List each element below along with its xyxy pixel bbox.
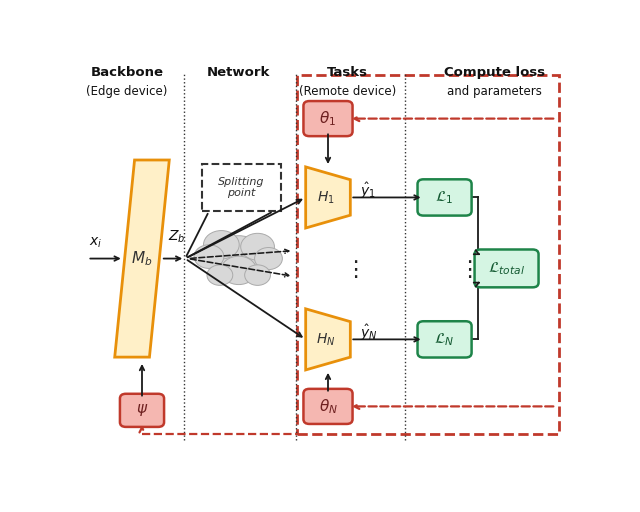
Text: $\hat{y}_1$: $\hat{y}_1$ [360,181,376,201]
Text: $\theta_N$: $\theta_N$ [319,397,337,416]
Polygon shape [115,160,169,357]
Circle shape [244,265,271,285]
Text: $\mathcal{L}_1$: $\mathcal{L}_1$ [435,189,454,206]
FancyBboxPatch shape [475,249,538,287]
FancyBboxPatch shape [417,321,472,357]
Text: $\theta_1$: $\theta_1$ [319,109,337,128]
FancyBboxPatch shape [417,179,472,216]
Text: Splitting
point: Splitting point [218,177,264,198]
Circle shape [207,265,233,285]
Polygon shape [306,167,350,228]
Text: and parameters: and parameters [447,84,541,98]
Text: $H_1$: $H_1$ [317,189,334,206]
Text: $\mathcal{L}_{total}$: $\mathcal{L}_{total}$ [488,260,525,277]
Circle shape [241,233,275,260]
Circle shape [221,256,257,285]
Circle shape [194,245,224,268]
Text: Compute loss: Compute loss [444,66,545,79]
Text: Tasks: Tasks [327,66,369,79]
Text: $\hat{y}_N$: $\hat{y}_N$ [360,323,378,343]
Text: $H_N$: $H_N$ [316,331,335,348]
FancyBboxPatch shape [120,394,164,427]
Polygon shape [306,309,350,370]
Circle shape [204,230,239,259]
Text: $\psi$: $\psi$ [136,402,148,418]
Text: $\mathcal{L}_N$: $\mathcal{L}_N$ [435,331,455,348]
Text: ⋮: ⋮ [458,260,481,280]
Text: Backbone: Backbone [91,66,164,79]
FancyBboxPatch shape [303,389,353,424]
Text: (Remote device): (Remote device) [300,84,396,98]
Text: Network: Network [207,66,271,79]
Text: $Z_b$: $Z_b$ [168,228,186,245]
Circle shape [255,247,282,270]
Text: (Edge device): (Edge device) [86,84,168,98]
Text: $x_i$: $x_i$ [89,236,102,250]
Text: ⋮: ⋮ [344,260,367,280]
Text: $M_b$: $M_b$ [131,249,153,268]
FancyBboxPatch shape [303,101,353,136]
Circle shape [215,236,262,273]
